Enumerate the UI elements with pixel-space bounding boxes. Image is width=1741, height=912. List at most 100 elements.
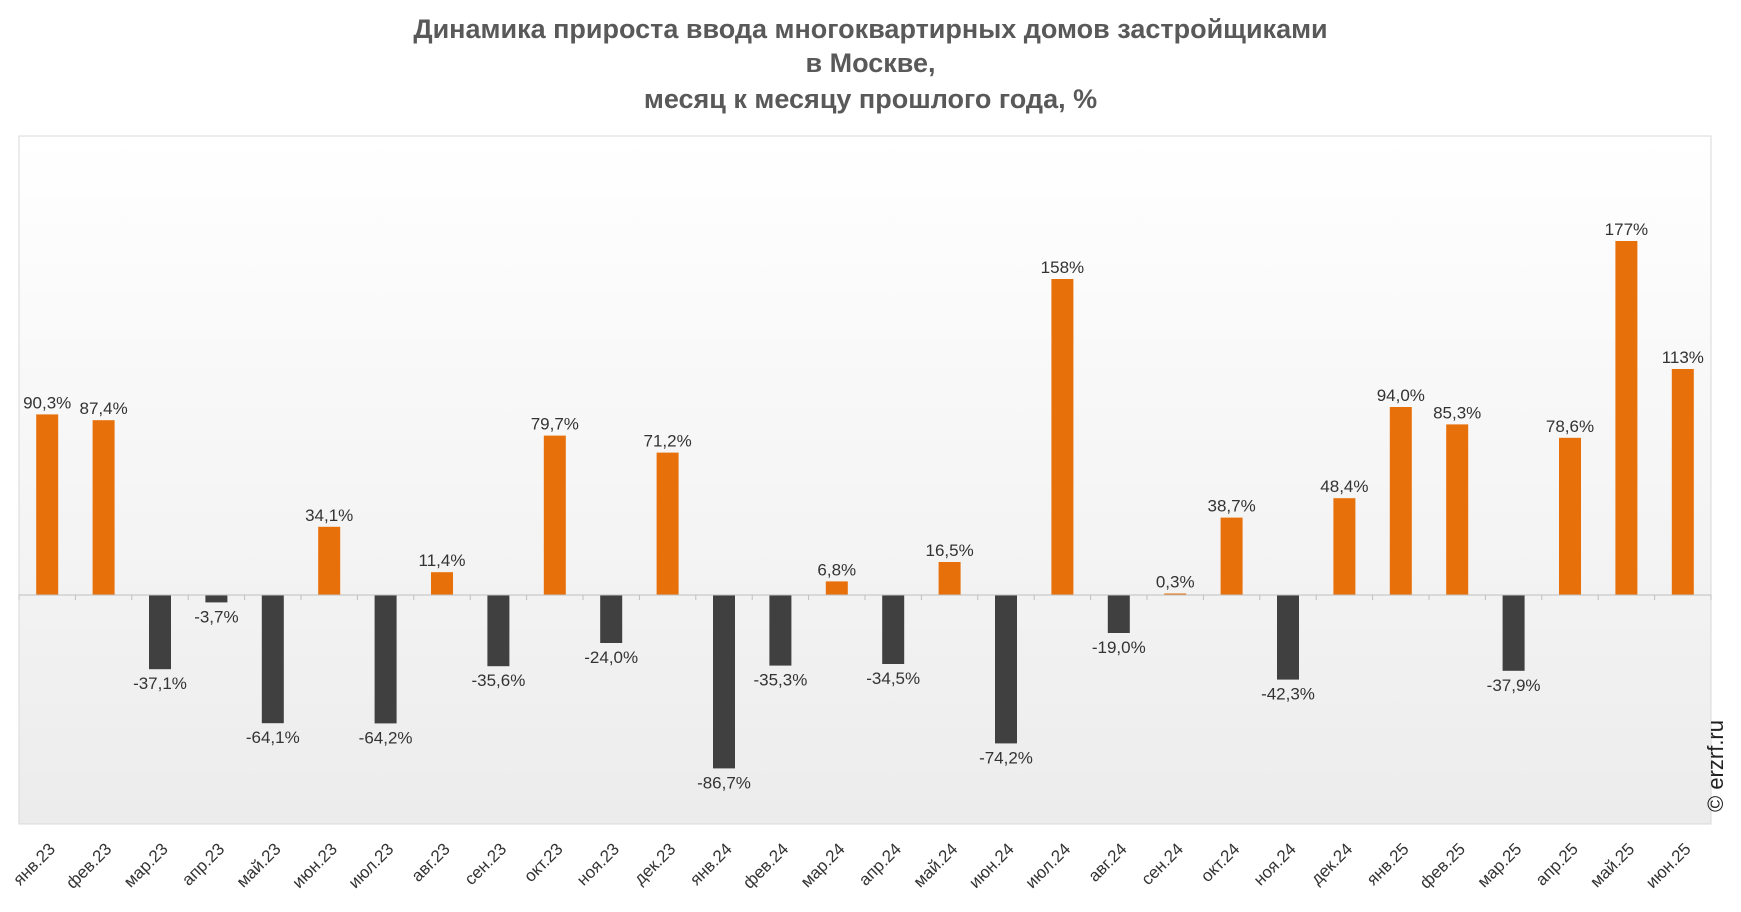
bar-май.23 (261, 595, 284, 724)
data-label-ноя.23: -24,0% (584, 648, 638, 667)
data-label-фев.23: 87,4% (79, 399, 127, 418)
bar-апр.24 (882, 595, 905, 664)
bar-фев.24 (769, 595, 792, 666)
data-label-янв.25: 94,0% (1377, 386, 1425, 405)
data-label-июн.25: 113% (1662, 348, 1704, 367)
x-tick-label-фев.23: фев.23 (62, 839, 115, 892)
x-tick-label-мар.25: мар.25 (1474, 839, 1526, 891)
bar-авг.24 (1107, 595, 1130, 633)
x-tick-label-янв.24: янв.24 (686, 839, 736, 889)
bar-сен.24 (1164, 593, 1187, 595)
bar-апр.23 (205, 595, 228, 603)
copyright-watermark: © erzrf.ru (1703, 720, 1728, 812)
data-label-май.23: -64,1% (246, 728, 300, 747)
bar-янв.25 (1389, 407, 1412, 595)
data-labels-group: 90,3% 87,4% -37,1% -3,7% -64,1% 34,1% -64,2% 11… (23, 220, 1704, 792)
data-label-мар.23: -37,1% (133, 674, 187, 693)
bar-дек.24 (1333, 498, 1356, 595)
data-label-окт.23: 79,7% (531, 415, 579, 434)
bar-сен.23 (487, 595, 510, 667)
x-tick-label-сен.23: сен.23 (461, 839, 510, 888)
bar-июн.23 (318, 526, 341, 595)
data-label-дек.24: 48,4% (1320, 477, 1368, 496)
data-label-май.24: 16,5% (925, 541, 973, 560)
x-tick-label-апр.24: апр.24 (855, 839, 905, 889)
bar-фев.23 (92, 420, 115, 595)
data-label-июл.24: 158% (1041, 258, 1084, 277)
x-tick-label-апр.23: апр.23 (178, 839, 228, 889)
data-label-мар.24: 6,8% (817, 560, 856, 579)
x-tick-label-ноя.24: ноя.24 (1250, 839, 1300, 889)
data-label-сен.24: 0,3% (1156, 573, 1195, 592)
data-label-май.25: 177% (1605, 220, 1648, 239)
data-label-ноя.24: -42,3% (1261, 685, 1315, 704)
bar-июл.24 (1051, 279, 1074, 595)
x-tick-label-июл.24: июл.24 (1022, 839, 1075, 892)
x-tick-label-окт.23: окт.23 (520, 839, 566, 885)
x-tick-label-апр.25: апр.25 (1532, 839, 1582, 889)
x-axis-tick-labels: янв.23 фев.23 мар.23 апр.23 май.23 июн.23 июл.… (9, 839, 1694, 892)
chart-title-line-2: в Москве, (805, 48, 936, 78)
data-label-янв.23: 90,3% (23, 393, 71, 412)
bar-июн.25 (1671, 369, 1694, 595)
bar-мар.24 (825, 581, 848, 595)
chart-title-line-3: месяц к месяцу прошлого года, % (643, 84, 1098, 114)
data-label-авг.23: 11,4% (419, 551, 466, 570)
x-tick-label-фев.25: фев.25 (1416, 839, 1469, 892)
bar-мар.23 (149, 595, 171, 670)
bar-мар.25 (1502, 595, 1525, 671)
data-label-июн.23: 34,1% (305, 506, 353, 525)
x-tick-label-окт.24: окт.24 (1197, 839, 1243, 885)
data-label-апр.24: -34,5% (866, 669, 920, 688)
bars-group (36, 241, 1694, 769)
data-label-дек.23: 71,2% (643, 432, 691, 451)
data-label-апр.23: -3,7% (194, 607, 238, 626)
plot-area (18, 135, 1712, 825)
x-tick-label-авг.23: авг.23 (408, 839, 454, 885)
bar-окт.23 (543, 435, 566, 595)
x-tick-label-июн.25: июн.25 (1642, 839, 1695, 892)
bar-апр.25 (1559, 437, 1581, 595)
x-tick-label-мар.24: мар.24 (797, 839, 849, 891)
bar-дек.23 (656, 452, 679, 595)
x-tick-label-янв.25: янв.25 (1363, 839, 1413, 889)
data-label-сен.23: -35,6% (471, 671, 525, 690)
data-label-июл.23: -64,2% (359, 728, 413, 747)
bar-май.24 (938, 562, 961, 595)
x-tick-label-май.25: май.25 (1586, 839, 1638, 891)
x-tick-label-май.23: май.23 (233, 839, 285, 891)
x-tick-label-фев.24: фев.24 (739, 839, 792, 892)
bar-фев.25 (1446, 424, 1469, 595)
data-label-авг.24: -19,0% (1092, 638, 1146, 657)
x-axis-ticks (18, 595, 1712, 600)
data-label-окт.24: 38,7% (1207, 497, 1255, 516)
x-tick-label-дек.23: дек.23 (630, 839, 679, 888)
bar-ноя.23 (600, 595, 623, 643)
x-tick-label-дек.24: дек.24 (1307, 839, 1356, 888)
x-tick-label-июн.23: июн.23 (289, 839, 342, 892)
bar-июн.24 (995, 595, 1017, 744)
data-label-фев.25: 85,3% (1433, 403, 1481, 422)
data-label-июн.24: -74,2% (979, 748, 1033, 767)
x-tick-label-авг.24: авг.24 (1084, 839, 1130, 885)
data-label-мар.25: -37,9% (1487, 676, 1541, 695)
bar-май.25 (1615, 241, 1638, 595)
x-tick-label-июл.23: июл.23 (345, 839, 398, 892)
bar-янв.23 (36, 414, 59, 595)
x-tick-label-июн.24: июн.24 (965, 839, 1018, 892)
data-label-янв.24: -86,7% (697, 773, 751, 792)
x-tick-label-мар.23: мар.23 (120, 839, 172, 891)
chart-title-line-1: Динамика прироста ввода многоквартирных … (413, 14, 1328, 44)
bar-июл.23 (374, 595, 397, 724)
x-tick-label-сен.24: сен.24 (1138, 839, 1187, 888)
bar-окт.24 (1220, 517, 1243, 595)
data-label-фев.24: -35,3% (753, 671, 807, 690)
x-tick-label-ноя.23: ноя.23 (573, 839, 623, 889)
x-tick-label-янв.23: янв.23 (9, 839, 59, 889)
data-label-апр.25: 78,6% (1546, 417, 1594, 436)
x-tick-label-май.24: май.24 (910, 839, 962, 891)
bar-авг.23 (431, 572, 453, 595)
bar-ноя.24 (1277, 595, 1299, 680)
bar-янв.24 (713, 595, 735, 769)
